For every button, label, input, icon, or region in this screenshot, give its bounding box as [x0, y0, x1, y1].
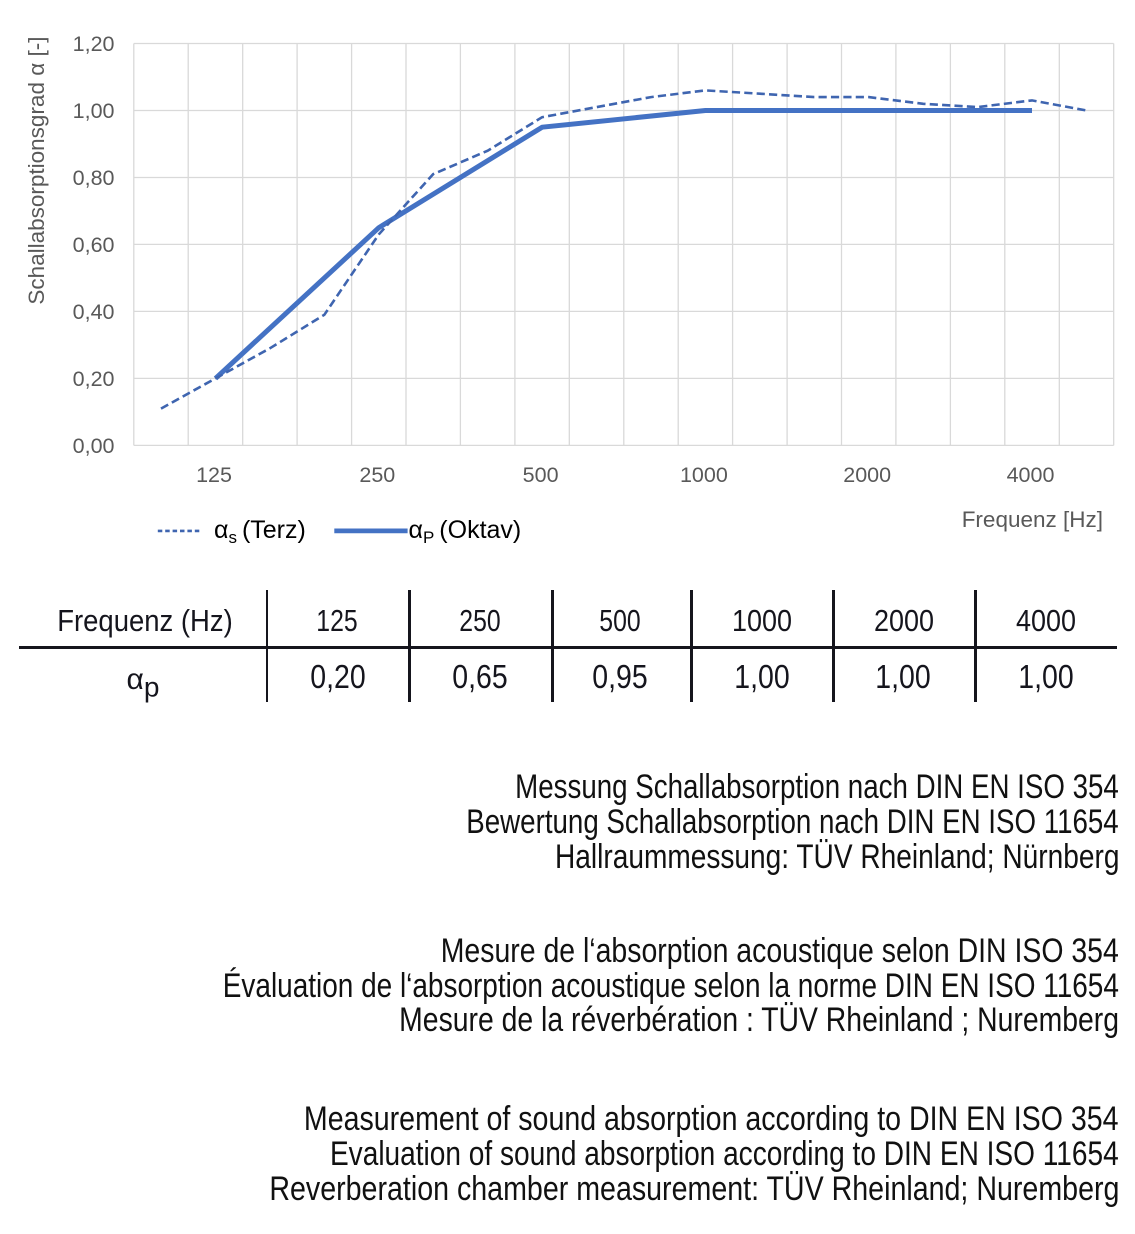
- svg-text:4000: 4000: [1007, 463, 1055, 487]
- svg-text:500: 500: [523, 463, 559, 487]
- svg-text:1,00: 1,00: [73, 99, 115, 123]
- svg-text:Schallabsorptionsgrad α [-]: Schallabsorptionsgrad α [-]: [24, 37, 49, 305]
- svg-text:250: 250: [359, 463, 395, 487]
- svg-text:Frequenz [Hz]: Frequenz [Hz]: [962, 507, 1103, 532]
- svg-text:αP (Oktav): αP (Oktav): [409, 516, 522, 547]
- svg-text:2000: 2000: [843, 463, 891, 487]
- svg-text:1000: 1000: [680, 463, 728, 487]
- svg-text:0,80: 0,80: [73, 166, 115, 190]
- svg-text:0,40: 0,40: [73, 300, 115, 324]
- svg-text:αs (Terz): αs (Terz): [214, 516, 306, 547]
- svg-text:0,20: 0,20: [73, 367, 115, 391]
- svg-text:0,60: 0,60: [73, 233, 115, 257]
- svg-text:1,20: 1,20: [73, 32, 115, 56]
- svg-text:0,00: 0,00: [73, 434, 115, 458]
- svg-text:125: 125: [196, 463, 232, 487]
